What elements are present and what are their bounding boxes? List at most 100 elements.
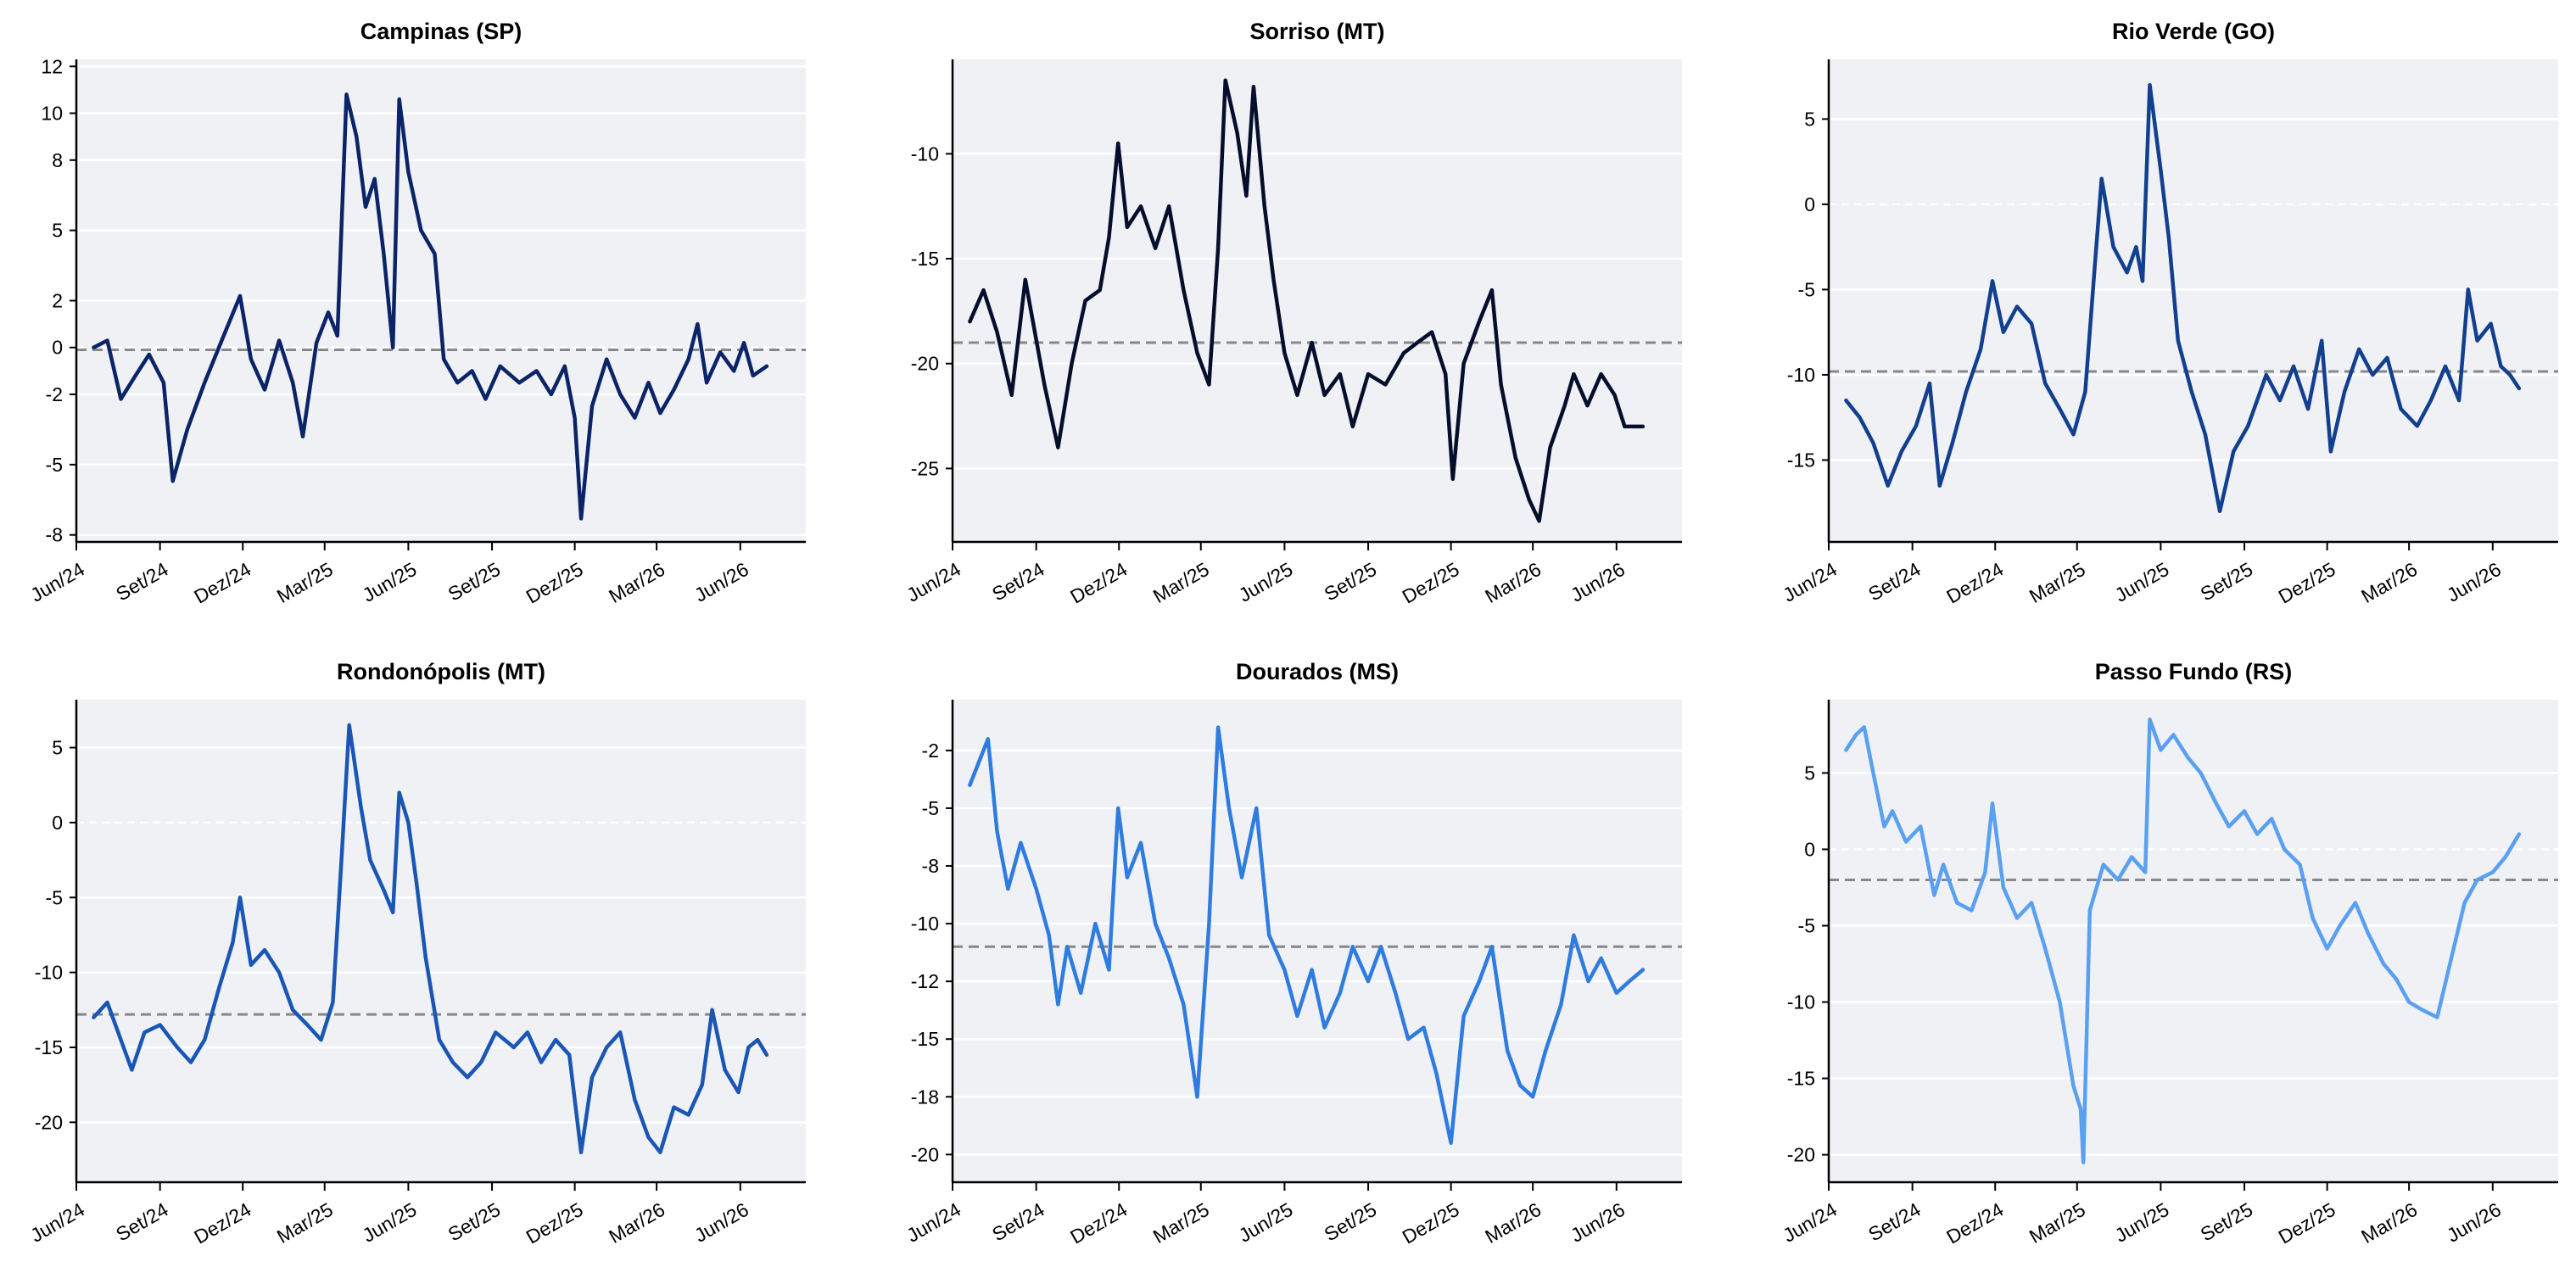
y-tick-label: -5 — [46, 454, 63, 476]
chart-title: Rondonópolis (MT) — [337, 659, 545, 684]
y-tick-label: -5 — [1798, 914, 1815, 936]
x-tick-label: Jun/24 — [26, 1198, 88, 1247]
y-tick-label: 0 — [1804, 838, 1815, 860]
series-line — [92, 92, 769, 521]
y-tick-label: -12 — [911, 970, 939, 992]
x-tick-label: Dez/25 — [2275, 1198, 2339, 1248]
y-tick-label: -18 — [911, 1086, 939, 1108]
x-tick-label: Jun/24 — [26, 558, 88, 606]
x-tick-label: Mar/25 — [1149, 1198, 1213, 1248]
x-tick-label: Jun/25 — [1235, 558, 1297, 606]
y-tick-label: 5 — [1804, 108, 1815, 130]
x-tick-label: Jun/26 — [2443, 558, 2505, 606]
y-tick-label: -10 — [1787, 364, 1815, 386]
x-tick-label: Jun/26 — [1567, 1198, 1629, 1247]
y-tick-label: 5 — [1804, 762, 1815, 784]
y-tick-label: -5 — [46, 886, 63, 908]
y-tick-label: -10 — [35, 962, 63, 984]
chart-panel: -20 -15 -10 -5 0 5 Jun/24 Set/24 Dez/24 Mar/25 Jun… — [1779, 659, 2558, 1248]
plot-background — [1829, 700, 2558, 1182]
y-tick-label: -15 — [1787, 1068, 1815, 1090]
x-tick-label: Mar/26 — [605, 1198, 668, 1248]
x-tick-label: Jun/26 — [690, 1198, 752, 1247]
chart-panel: -15 -10 -5 0 5 Jun/24 Set/24 Dez/24 Mar/25 Jun/25… — [1779, 19, 2558, 608]
y-tick-label: -20 — [35, 1111, 63, 1133]
x-tick-label: Mar/25 — [273, 558, 337, 607]
x-tick-label: Set/25 — [2197, 558, 2257, 606]
chart-title: Rio Verde (GO) — [2112, 19, 2275, 44]
y-tick-label: -20 — [1787, 1144, 1815, 1166]
y-tick-label: -5 — [922, 797, 939, 819]
x-tick-label: Jun/25 — [2111, 1198, 2173, 1247]
series-line — [968, 725, 1646, 1145]
y-tick-label: 12 — [41, 55, 63, 77]
chart-panel: -20 -18 -15 -12 -10 -8 -5 -2 Jun/24 Set/24 Dez/24 M… — [902, 659, 1682, 1248]
x-tick-label: Set/24 — [988, 558, 1048, 606]
y-tick-label: -5 — [1798, 278, 1815, 300]
x-tick-label: Set/24 — [1864, 558, 1925, 606]
x-tick-label: Dez/24 — [1066, 558, 1131, 608]
x-tick-label: Jun/25 — [359, 558, 421, 606]
x-tick-label: Dez/25 — [2275, 558, 2339, 608]
y-tick-label: 0 — [52, 337, 63, 359]
y-tick-label: -20 — [911, 353, 939, 375]
x-tick-label: Dez/24 — [1942, 558, 2007, 608]
x-tick-label: Mar/26 — [605, 558, 668, 607]
x-tick-label: Jun/24 — [902, 558, 964, 606]
x-tick-label: Set/24 — [1864, 1198, 1925, 1246]
series-line — [968, 78, 1646, 523]
x-tick-label: Set/25 — [1321, 558, 1381, 606]
x-tick-label: Jun/25 — [2111, 558, 2173, 606]
x-tick-label: Jun/25 — [1235, 1198, 1297, 1247]
x-tick-label: Set/25 — [1321, 1198, 1381, 1246]
x-tick-label: Mar/26 — [2357, 1198, 2421, 1248]
series-line — [1844, 717, 2522, 1164]
x-tick-label: Mar/25 — [273, 1198, 337, 1248]
x-tick-label: Jun/24 — [902, 1198, 964, 1247]
y-tick-label: -10 — [911, 142, 939, 165]
y-tick-label: -8 — [922, 855, 939, 877]
plot-background — [1829, 59, 2558, 542]
y-tick-label: -25 — [911, 457, 939, 479]
x-tick-label: Set/24 — [112, 558, 172, 606]
chart-title: Dourados (MS) — [1236, 659, 1399, 684]
chart-title: Passo Fundo (RS) — [2095, 659, 2293, 684]
x-tick-label: Dez/24 — [190, 558, 254, 608]
y-tick-label: -10 — [911, 913, 939, 935]
chart-panel: -20 -15 -10 -5 0 5 Jun/24 Set/24 Dez/24 Mar/25 Jun… — [26, 659, 806, 1248]
y-tick-label: 5 — [52, 737, 63, 759]
y-tick-label: -15 — [911, 1028, 939, 1050]
y-tick-label: 10 — [41, 103, 63, 125]
x-tick-label: Jun/26 — [690, 558, 752, 606]
plot-background — [953, 700, 1682, 1182]
x-tick-label: Dez/24 — [190, 1198, 254, 1248]
series-line — [1844, 82, 2522, 514]
y-tick-label: -15 — [911, 248, 939, 270]
x-tick-label: Jun/25 — [359, 1198, 421, 1247]
x-tick-label: Set/25 — [444, 1198, 505, 1246]
x-tick-label: Dez/25 — [1399, 1198, 1463, 1248]
x-tick-label: Dez/25 — [522, 558, 587, 608]
x-tick-label: Set/25 — [444, 558, 505, 606]
chart-panel: -8 -5 -2 0 2 5 8 10 12 Jun/24 Set/24 Dez/24 Mar/25 Ju… — [26, 19, 806, 608]
y-tick-label: -15 — [35, 1036, 63, 1058]
chart-title: Sorriso (MT) — [1250, 19, 1385, 44]
series-line — [92, 723, 769, 1154]
x-tick-label: Jun/24 — [1779, 1198, 1841, 1247]
x-tick-label: Jun/26 — [1567, 558, 1629, 606]
x-tick-label: Mar/26 — [1481, 1198, 1545, 1248]
x-tick-label: Dez/24 — [1942, 1198, 2007, 1248]
x-tick-label: Mar/26 — [2357, 558, 2421, 607]
x-tick-label: Jun/26 — [2443, 1198, 2505, 1247]
y-tick-label: 0 — [1804, 193, 1815, 215]
y-tick-label: -10 — [1787, 991, 1815, 1013]
plot-background — [76, 700, 806, 1182]
y-tick-label: -20 — [911, 1143, 939, 1165]
x-tick-label: Mar/26 — [1481, 558, 1545, 607]
x-tick-label: Set/25 — [2197, 1198, 2257, 1246]
x-tick-label: Dez/25 — [1399, 558, 1463, 608]
y-tick-label: -2 — [922, 740, 939, 762]
x-tick-label: Set/24 — [112, 1198, 172, 1246]
y-tick-label: 8 — [52, 149, 63, 171]
plot-background — [953, 59, 1682, 542]
